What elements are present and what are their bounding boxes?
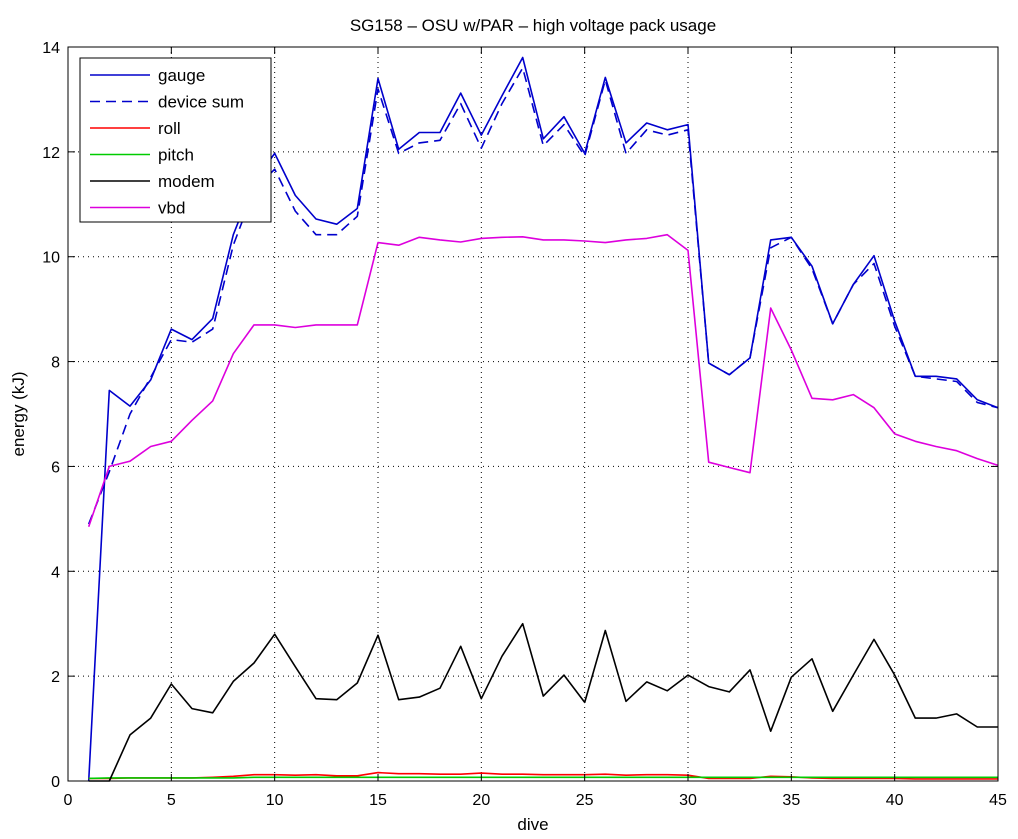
plot-frame — [67, 46, 999, 782]
legend-label-device-sum: device sum — [158, 93, 244, 112]
axis-ticks: 0 5 10 15 20 25 30 35 40 45 0 2 4 6 8 10 12 14 — [42, 40, 1007, 809]
x-tick-label: 45 — [989, 792, 1007, 809]
y-tick-label: 2 — [51, 669, 60, 686]
legend-box — [79, 57, 272, 223]
grid-lines — [68, 47, 998, 781]
legend-label-modem: modem — [158, 172, 215, 191]
legend-label-roll: roll — [158, 119, 181, 138]
x-tick-label: 0 — [64, 792, 73, 809]
series-line-vbd — [87, 233, 999, 527]
legend-label-gauge: gauge — [158, 66, 205, 85]
y-tick-label: 10 — [42, 250, 60, 267]
series-line-pitch — [88, 776, 998, 780]
x-tick-label: 10 — [266, 792, 284, 809]
legend: gauge device sum roll pitch modem vbd — [79, 57, 272, 223]
legend-label-vbd: vbd — [158, 199, 185, 218]
y-axis-label: energy (kJ) — [9, 371, 28, 456]
series-line-modem — [88, 622, 998, 782]
y-tick-label: 0 — [51, 774, 60, 791]
y-tick-label: 4 — [51, 564, 60, 581]
y-tick-label: 12 — [42, 145, 60, 162]
x-tick-label: 40 — [886, 792, 904, 809]
x-tick-label: 20 — [472, 792, 490, 809]
legend-label-pitch: pitch — [158, 146, 194, 165]
x-tick-label: 15 — [369, 792, 387, 809]
y-tick-label: 14 — [42, 40, 60, 57]
series-line-roll — [88, 771, 998, 780]
chart-title: SG158 – OSU w/PAR – high voltage pack us… — [350, 16, 716, 35]
x-tick-label: 25 — [576, 792, 594, 809]
x-tick-label: 5 — [167, 792, 176, 809]
x-tick-label: 35 — [782, 792, 800, 809]
x-tick-label: 30 — [679, 792, 697, 809]
y-tick-label: 8 — [51, 355, 60, 372]
series-line-device-sum — [87, 67, 999, 525]
y-tick-label: 6 — [51, 459, 60, 476]
x-axis-label: dive — [517, 815, 548, 834]
